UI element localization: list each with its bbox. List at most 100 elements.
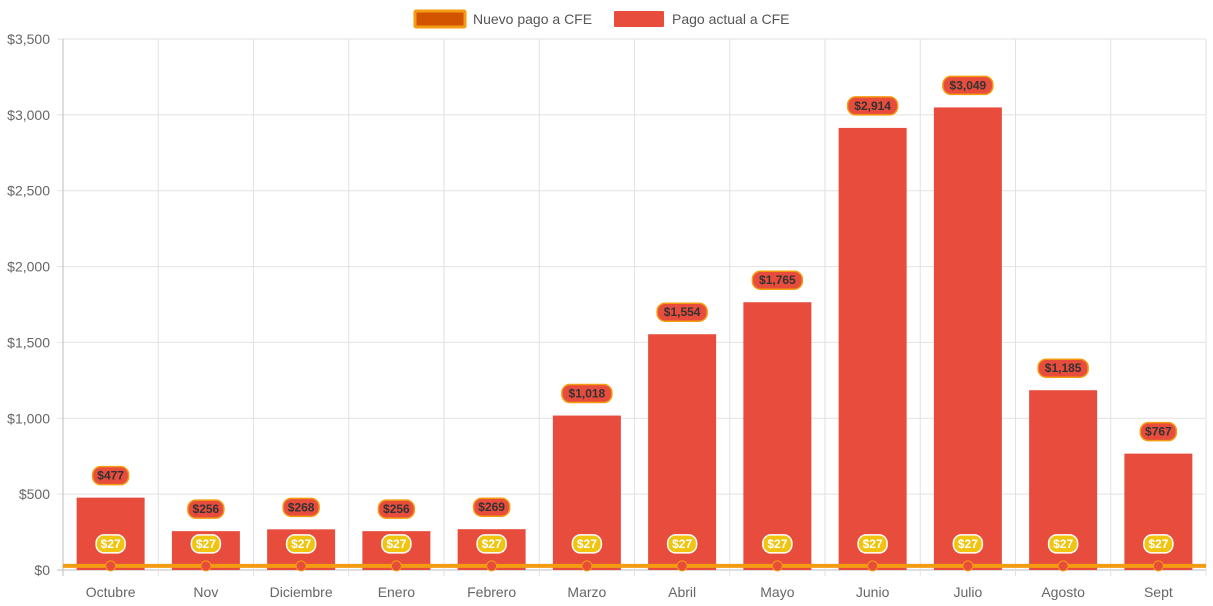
line-data-label: $27 bbox=[571, 534, 603, 554]
line-point bbox=[771, 560, 783, 572]
line-label-text: $27 bbox=[577, 537, 597, 551]
line-label-pill bbox=[571, 534, 603, 554]
y-tick-label: $2,000 bbox=[7, 259, 50, 275]
line-label-text: $27 bbox=[1053, 537, 1073, 551]
bar-data-label: $256 bbox=[377, 499, 416, 519]
bar bbox=[648, 334, 717, 570]
bar bbox=[838, 127, 907, 570]
bar-label-text: $268 bbox=[288, 500, 315, 514]
y-tick-label: $500 bbox=[19, 486, 50, 502]
line-data-labels: $27 $27 $27 $27 $27 $27 $27 $27 $27 $27 $27 $27 bbox=[95, 534, 1174, 554]
bar-data-label: $268 bbox=[282, 497, 320, 518]
y-tick-label: $3,500 bbox=[7, 31, 50, 47]
line-label-pill bbox=[95, 534, 126, 554]
line-data-label: $27 bbox=[190, 534, 222, 554]
bar-label-pill bbox=[187, 499, 225, 519]
line-label-text: $27 bbox=[767, 537, 787, 551]
legend-swatch-pago-actual bbox=[614, 11, 664, 27]
line-label-text: $27 bbox=[101, 537, 121, 551]
line-data-label: $27 bbox=[285, 534, 317, 554]
bar-data-label: $1,554 bbox=[656, 302, 708, 322]
line-data-label: $27 bbox=[1047, 534, 1079, 554]
x-tick-label: Enero bbox=[378, 584, 416, 600]
line-point bbox=[1152, 560, 1164, 572]
bar-data-label: $477 bbox=[91, 465, 130, 486]
x-tick-label: Agosto bbox=[1041, 584, 1085, 600]
bar-label-pill bbox=[561, 383, 613, 404]
bar-label-pill bbox=[751, 270, 804, 290]
bar-label-pill bbox=[472, 497, 511, 517]
bar-label-text: $1,185 bbox=[1045, 361, 1082, 375]
y-axis: $0 $500 $1,000 $1,500 $2,000 $2,500 $3,000 $3,5… bbox=[7, 31, 50, 578]
bar-label-pill bbox=[846, 96, 899, 116]
line-data-label: $27 bbox=[857, 534, 888, 554]
bar-label-pill bbox=[942, 75, 994, 96]
x-tick-label: Sept bbox=[1144, 584, 1173, 600]
x-tick-label: Octubre bbox=[86, 584, 136, 600]
bar-label-text: $1,765 bbox=[759, 273, 796, 287]
x-tick-label: Mayo bbox=[760, 584, 794, 600]
line-label-text: $27 bbox=[672, 537, 692, 551]
bar-label-pill bbox=[1037, 358, 1089, 378]
bar-label-text: $767 bbox=[1145, 425, 1172, 439]
bar-label-pill bbox=[377, 499, 416, 519]
line-point bbox=[581, 560, 593, 572]
bar-label-pill bbox=[1139, 421, 1178, 442]
line-point bbox=[295, 560, 307, 572]
x-axis: Octubre Nov Diciembre Enero Febrero Marzo Abri… bbox=[86, 584, 1173, 600]
bar-label-pill bbox=[282, 497, 320, 518]
chart-legend[interactable]: Nuevo pago a CFE Pago actual a CFE bbox=[413, 9, 790, 29]
line-label-pill bbox=[476, 534, 507, 554]
bar-label-text: $2,914 bbox=[854, 99, 891, 113]
line-label-pill bbox=[952, 534, 984, 554]
line-series-nuevo-pago bbox=[63, 560, 1206, 572]
x-tick-label: Julio bbox=[953, 584, 982, 600]
line-data-label: $27 bbox=[381, 534, 412, 554]
y-tick-label: $1,500 bbox=[7, 334, 50, 350]
bar-label-pill bbox=[91, 465, 130, 486]
line-label-text: $27 bbox=[1148, 537, 1168, 551]
line-label-text: $27 bbox=[196, 537, 216, 551]
line-point bbox=[1057, 560, 1069, 572]
bar-data-label: $269 bbox=[472, 497, 511, 517]
legend-swatch-nuevo-pago bbox=[413, 9, 467, 29]
bar-data-labels: $477 $256 $268 $256 $269 $1,018 $1,554 $1,765 $2… bbox=[91, 75, 1178, 519]
line-data-label: $27 bbox=[762, 534, 793, 554]
line-label-text: $27 bbox=[291, 537, 311, 551]
x-tick-label: Abril bbox=[668, 584, 696, 600]
legend-item-nuevo-pago[interactable]: Nuevo pago a CFE bbox=[413, 9, 592, 29]
grid-lines bbox=[57, 38, 1207, 576]
bar-data-label: $2,914 bbox=[846, 96, 899, 116]
line-point bbox=[486, 560, 498, 572]
bar-label-text: $3,049 bbox=[950, 78, 987, 92]
line-point bbox=[390, 560, 402, 572]
x-tick-label: Diciembre bbox=[270, 584, 333, 600]
line-label-pill bbox=[285, 534, 317, 554]
bar-data-label: $3,049 bbox=[942, 75, 994, 96]
legend-label-pago-actual: Pago actual a CFE bbox=[672, 11, 790, 27]
line-data-label: $27 bbox=[1143, 534, 1174, 554]
line-label-text: $27 bbox=[958, 537, 978, 551]
bar-label-text: $1,018 bbox=[569, 387, 606, 401]
bar-label-text: $269 bbox=[478, 500, 505, 514]
bar bbox=[743, 302, 812, 570]
bar-label-text: $1,554 bbox=[664, 305, 701, 319]
line-label-pill bbox=[857, 534, 888, 554]
line-data-label: $27 bbox=[952, 534, 984, 554]
x-tick-label: Marzo bbox=[567, 584, 606, 600]
line-label-pill bbox=[1047, 534, 1079, 554]
y-tick-label: $1,000 bbox=[7, 410, 50, 426]
line-data-label: $27 bbox=[666, 534, 698, 554]
legend-item-pago-actual[interactable]: Pago actual a CFE bbox=[614, 11, 790, 27]
line-data-label: $27 bbox=[95, 534, 126, 554]
line-point bbox=[962, 560, 974, 572]
y-tick-label: $0 bbox=[34, 562, 50, 578]
bar-data-label: $256 bbox=[187, 499, 225, 519]
line-point bbox=[867, 560, 879, 572]
line-label-pill bbox=[1143, 534, 1174, 554]
bar-label-pill bbox=[656, 302, 708, 322]
line-label-text: $27 bbox=[386, 537, 406, 551]
y-tick-label: $3,000 bbox=[7, 107, 50, 123]
bar-label-text: $256 bbox=[193, 502, 220, 516]
